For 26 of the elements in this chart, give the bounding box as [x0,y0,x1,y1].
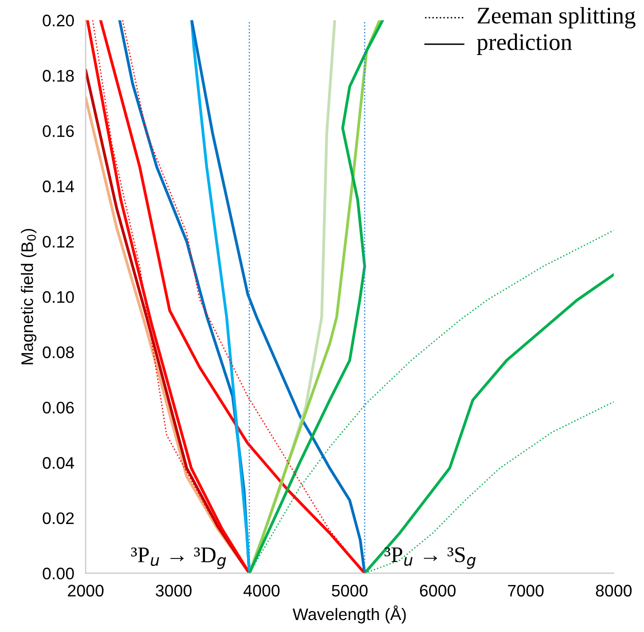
x-tick-label: 7000 [508,584,544,597]
x-tick-label: 2000 [68,584,104,597]
y-tick-label: 0.20 [42,14,74,26]
x-tick-label: 5000 [332,584,368,597]
y-tick-label: 0.14 [42,180,74,192]
y-tick-label: 0.08 [42,346,74,358]
y-tick-label: 0.06 [42,402,74,414]
annotation: prediction [476,34,572,55]
y-tick-label: 0.12 [42,236,74,248]
y-tick-label: 0.18 [42,70,74,82]
x-tick-label: 8000 [596,584,632,597]
annotation: Zeeman splitting [478,6,636,28]
y-axis-title: Magnetic field (B$_{0}$) [20,228,36,364]
y-tick-label: 0.04 [42,457,74,469]
x-axis-title: Wavelength (Å) [292,605,406,624]
line-series [190,20,366,574]
x-tick-label: 6000 [420,584,456,597]
y-tick-label: 0.16 [42,125,74,138]
y-tick-label: 0.02 [42,512,74,524]
annotation: ³P$_{u}$ → ³D$_{g}$ [131,548,226,570]
y-tick-label: 0.00 [42,568,74,580]
y-tick-label: 0.10 [42,291,74,303]
annotation: ³P$_{u}$ → ³S$_{g}$ [384,547,476,569]
x-tick-label: 3000 [156,584,192,597]
line-series [190,20,251,574]
x-tick-label: 4000 [244,584,280,597]
